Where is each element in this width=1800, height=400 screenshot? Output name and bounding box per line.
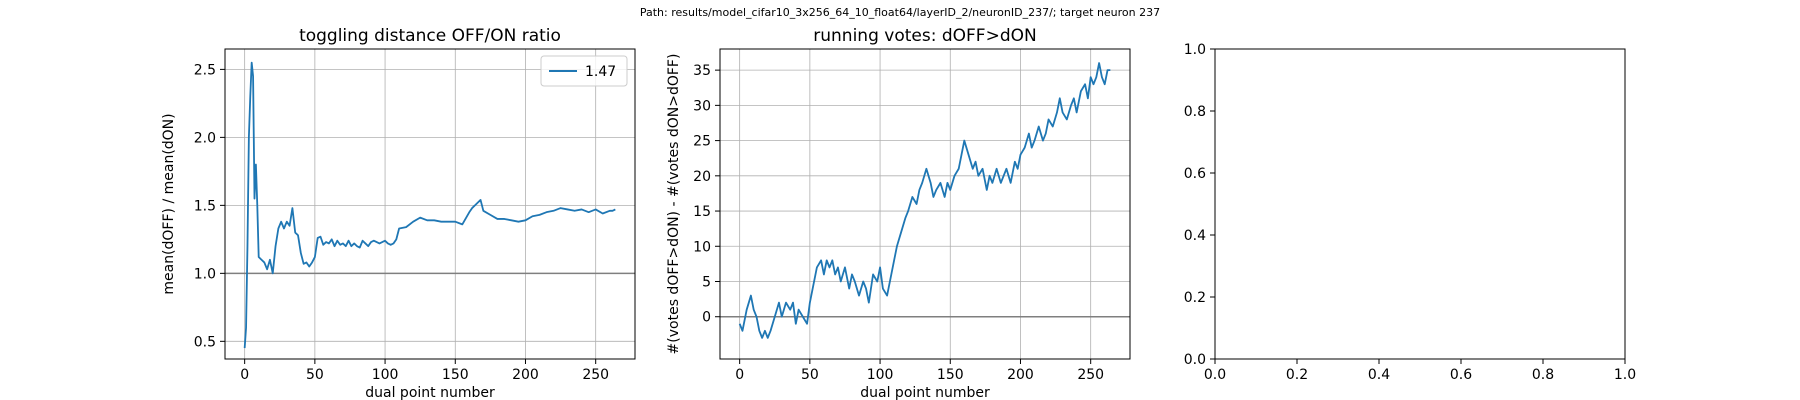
- legend-box: [540, 55, 628, 87]
- axes-frame: [224, 48, 636, 360]
- chart-title: running votes: dOFF>dON: [813, 26, 1036, 46]
- axes-frame: [719, 48, 1131, 360]
- y-tick-label: 0: [702, 310, 711, 326]
- y-tick-label: 0.5: [194, 334, 216, 350]
- legend-entry: 1.47: [585, 64, 616, 80]
- x-tick-label: 50: [801, 367, 819, 383]
- legend: 1.47: [540, 55, 628, 87]
- y-tick-label: 30: [693, 98, 711, 114]
- y-axis-label: #(votes dOFF>dON) - #(votes dON>dOFF): [666, 54, 682, 355]
- x-tick-label: 0.0: [1204, 367, 1226, 383]
- x-tick-label: 50: [306, 367, 324, 383]
- y-tick-label: 1.5: [194, 198, 216, 214]
- chart-3: 0.0 0.2 0.4 0.6 0.8 1.0 0.0 0.2 0.4 0.6 0.8 1.0: [1184, 42, 1636, 383]
- x-axis-label: dual point number: [860, 385, 990, 400]
- x-tick-label: 200: [512, 367, 539, 383]
- y-tick-label: 35: [693, 63, 711, 79]
- y-tick-label: 25: [693, 134, 711, 150]
- x-tick-label: 0.4: [1368, 367, 1390, 383]
- x-tick-label: 0.6: [1450, 367, 1472, 383]
- x-tick-label: 100: [372, 367, 399, 383]
- x-tick-label: 1.0: [1614, 367, 1636, 383]
- y-tick-label: 10: [693, 239, 711, 255]
- y-tick-label: 0.8: [1184, 104, 1206, 120]
- x-tick-label: 0.2: [1286, 367, 1308, 383]
- y-tick-label: 0.6: [1184, 166, 1206, 182]
- y-tick-label: 2.0: [194, 130, 216, 146]
- y-tick-label: 0.0: [1184, 352, 1206, 368]
- y-axis-label: mean(dOFF) / mean(dON): [161, 113, 177, 294]
- chart-1: 0 50 100 150 200 250 0.5 1.0 1.5 2.0 2.5 toggling d…: [161, 26, 636, 400]
- chart-2: 0 50 100 150 200 250 0 5 10 15 20 25 30 35 running vot…: [666, 26, 1131, 400]
- x-axis-label: dual point number: [365, 385, 495, 400]
- suptitle: Path: results/model_cifar10_3x256_64_10_…: [640, 6, 1160, 19]
- y-tick-label: 1.0: [194, 266, 216, 282]
- y-tick-label: 0.2: [1184, 290, 1206, 306]
- axes-frame: [1214, 48, 1626, 360]
- x-tick-label: 200: [1007, 367, 1034, 383]
- x-tick-label: 150: [937, 367, 964, 383]
- y-tick-label: 1.0: [1184, 42, 1206, 58]
- y-tick-label: 15: [693, 204, 711, 220]
- x-tick-label: 250: [1077, 367, 1104, 383]
- x-tick-label: 0: [735, 367, 744, 383]
- y-tick-label: 2.5: [194, 62, 216, 78]
- y-tick-label: 0.4: [1184, 228, 1206, 244]
- series-line-1: [243, 61, 616, 349]
- y-tick-label: 20: [693, 169, 711, 185]
- x-tick-label: 150: [442, 367, 469, 383]
- series-line-1: [738, 62, 1111, 339]
- x-tick-label: 100: [867, 367, 894, 383]
- x-tick-label: 0: [240, 367, 249, 383]
- x-tick-label: 250: [582, 367, 609, 383]
- x-tick-label: 0.8: [1532, 367, 1554, 383]
- y-tick-label: 5: [702, 275, 711, 291]
- chart-title: toggling distance OFF/ON ratio: [299, 26, 561, 46]
